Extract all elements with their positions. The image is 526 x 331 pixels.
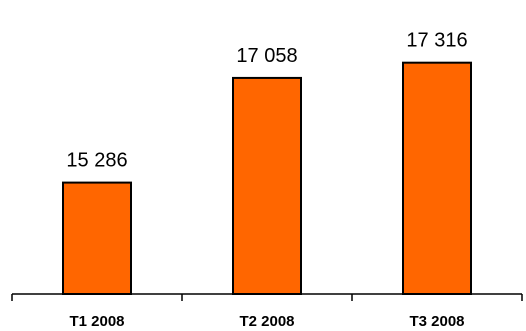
x-tick-label: T3 2008 <box>409 313 464 330</box>
data-label: 15 286 <box>66 150 127 172</box>
data-label: 17 058 <box>236 45 297 67</box>
bars-group <box>62 61 472 296</box>
bar-t1-2008 <box>62 181 132 295</box>
tick-labels-group: T1 2008 T2 2008 T3 2008 <box>69 313 464 330</box>
bar-t2-2008 <box>232 76 302 295</box>
tick-marks-group <box>11 294 523 301</box>
data-label: 17 316 <box>406 30 467 52</box>
bar-t3-2008 <box>402 61 472 296</box>
x-tick-label: T2 2008 <box>239 313 294 330</box>
value-labels-group: 15 286 17 058 17 316 <box>66 30 467 172</box>
x-tick-label: T1 2008 <box>69 313 124 330</box>
